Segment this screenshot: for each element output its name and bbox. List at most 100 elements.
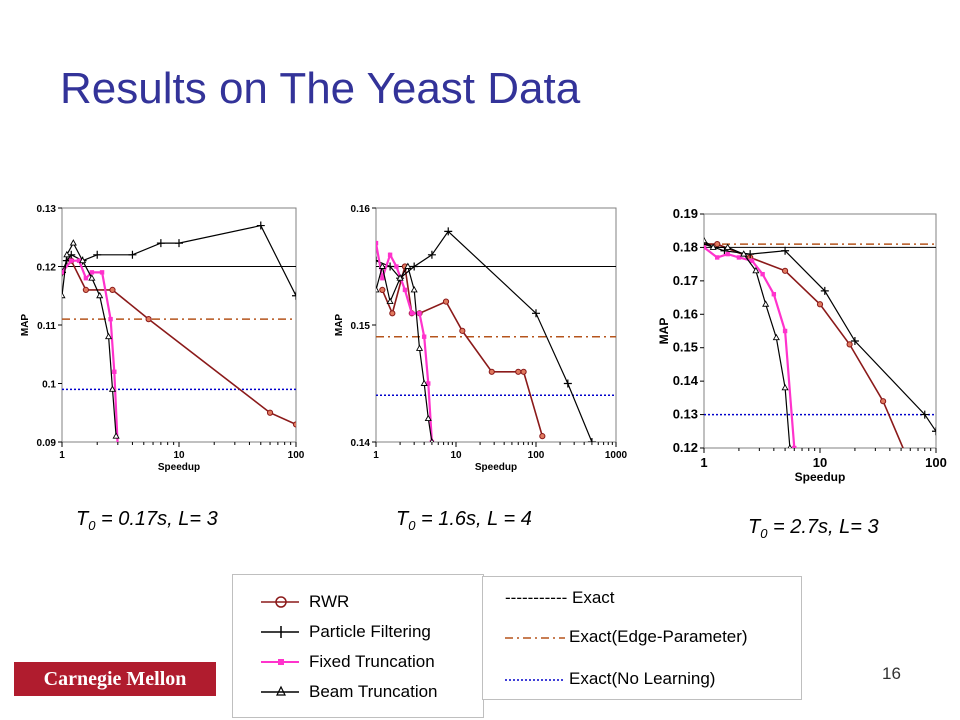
data-point-fixed-truncation — [116, 446, 120, 450]
data-point-particle-filtering — [175, 239, 183, 248]
data-point-beam-truncation — [62, 291, 66, 299]
y-tick-label: 0.17 — [673, 273, 698, 288]
legend-marker-exact-edge — [505, 637, 565, 639]
data-point-fixed-truncation — [704, 245, 707, 250]
caption-base: T — [748, 516, 761, 538]
legend-series-box: RWR Particle Filtering Fixed Truncation … — [232, 574, 484, 718]
legend-item-exact: ----------- Exact — [483, 587, 801, 609]
data-point-fixed-truncation — [108, 316, 113, 322]
plot-frame — [703, 213, 937, 449]
data-point-fixed-truncation — [725, 251, 730, 257]
x-tick-label: 1000 — [605, 450, 628, 461]
y-tick-label: 0.11 — [37, 321, 56, 332]
legend-marker-rwr — [261, 596, 299, 608]
data-point-fixed-truncation — [376, 240, 379, 246]
y-tick-label: 0.12 — [673, 440, 698, 455]
data-point-particle-filtering — [563, 379, 572, 388]
data-point-fixed-truncation — [69, 258, 74, 263]
data-point-rwr — [145, 316, 152, 323]
legend-label-exact-no-learning: Exact(No Learning) — [569, 669, 716, 688]
data-point-rwr — [539, 433, 546, 440]
data-point-fixed-truncation — [394, 264, 399, 269]
data-point-particle-filtering — [292, 291, 296, 300]
legend-item-exact-no-learning: Exact(No Learning) — [483, 668, 801, 690]
data-point-particle-filtering — [444, 227, 453, 236]
data-point-fixed-truncation — [89, 270, 95, 275]
data-point-particle-filtering — [704, 240, 708, 249]
data-point-fixed-truncation — [62, 270, 65, 275]
y-tick-label: 0.16 — [351, 204, 371, 215]
data-point-rwr — [109, 286, 116, 294]
y-tick-label: 0.16 — [673, 306, 698, 321]
legend-item-fixed-truncation: Fixed Truncation — [233, 651, 483, 673]
caption-text: = 0.17s, L= 3 — [95, 508, 218, 530]
data-point-rwr — [515, 368, 522, 375]
x-tick-label: 10 — [450, 450, 462, 461]
data-point-beam-truncation — [752, 266, 760, 274]
series-line-fixed-truncation — [376, 242, 433, 442]
x-axis-label: Speedup — [475, 462, 517, 473]
data-point-fixed-truncation — [417, 311, 422, 316]
chart-t0-16: 0.14 0.15 0.16 1 10 100 1000 Speedup MAP — [326, 198, 632, 492]
caption-text: = 2.7s, L= 3 — [767, 516, 879, 538]
data-point-beam-truncation — [386, 297, 394, 305]
legend-label-exact-edge: Exact(Edge-Parameter) — [569, 627, 748, 646]
data-point-fixed-truncation — [76, 258, 82, 263]
y-tick-label: 0.14 — [351, 438, 371, 449]
caption-sub: 0 — [408, 518, 416, 533]
page-number: 16 — [882, 664, 901, 683]
data-point-beam-truncation — [415, 344, 424, 351]
x-tick-label: 100 — [528, 450, 545, 461]
data-point-particle-filtering — [256, 221, 265, 230]
y-tick-label: 0.09 — [37, 438, 57, 449]
data-point-fixed-truncation — [792, 445, 797, 448]
data-point-beam-truncation — [704, 236, 708, 244]
y-tick-label: 0.15 — [673, 340, 698, 355]
data-point-beam-truncation — [376, 285, 380, 293]
data-point-beam-truncation — [88, 274, 96, 281]
chart-1-svg: 0.09 0.1 0.11 0.12 0.13 1 10 100 Speedup MAP — [20, 204, 305, 473]
data-point-beam-truncation — [424, 414, 432, 422]
legend-item-particle-filtering: Particle Filtering — [233, 621, 483, 643]
data-point-rwr — [379, 286, 386, 294]
data-point-beam-truncation — [63, 250, 71, 258]
series-line-beam-truncation — [704, 240, 791, 448]
chart-t0-27: 0.12 0.13 0.14 0.15 0.16 0.17 0.18 0.19 1 10 100 Sp… — [650, 200, 954, 500]
data-point-fixed-truncation — [760, 271, 765, 277]
data-point-beam-truncation — [709, 243, 717, 250]
series-line-beam-truncation — [62, 241, 117, 437]
y-tick-label: 0.18 — [673, 239, 698, 254]
legend-marker-particle-filtering — [261, 626, 299, 638]
y-tick-label: 0.1 — [42, 380, 56, 391]
data-point-rwr — [880, 398, 887, 405]
data-point-particle-filtering — [410, 262, 419, 271]
data-point-rwr — [389, 310, 396, 317]
slide-title: Results on The Yeast Data — [60, 64, 581, 113]
x-tick-label: 1 — [59, 450, 65, 461]
series-line-particle-filtering — [62, 224, 296, 296]
y-axis-label: MAP — [657, 318, 671, 345]
data-point-particle-filtering — [156, 239, 165, 248]
caption-chart-2: T0 = 1.6s, L = 4 — [396, 508, 532, 533]
data-point-fixed-truncation — [736, 255, 742, 260]
data-point-fixed-truncation — [782, 328, 788, 334]
data-point-beam-truncation — [404, 262, 412, 269]
data-point-fixed-truncation — [380, 276, 385, 281]
data-point-beam-truncation — [429, 438, 435, 442]
data-point-fixed-truncation — [421, 334, 427, 339]
legend-marker-beam-truncation — [261, 685, 299, 696]
data-point-particle-filtering — [532, 309, 540, 318]
x-tick-label: 1 — [373, 450, 379, 461]
data-point-beam-truncation — [410, 285, 418, 293]
data-point-rwr — [488, 368, 495, 375]
caption-sub: 0 — [88, 518, 96, 533]
data-point-particle-filtering — [932, 427, 936, 436]
data-point-fixed-truncation — [409, 311, 414, 316]
x-axis-label: Speedup — [158, 462, 200, 473]
legend-marker-exact-no-learning — [505, 679, 565, 681]
series-line-rwr — [704, 243, 904, 448]
carnegie-mellon-logo: Carnegie Mellon — [14, 662, 216, 696]
caption-sub: 0 — [760, 526, 768, 541]
legend-item-rwr: RWR — [233, 591, 483, 613]
series-line-particle-filtering — [704, 243, 936, 432]
